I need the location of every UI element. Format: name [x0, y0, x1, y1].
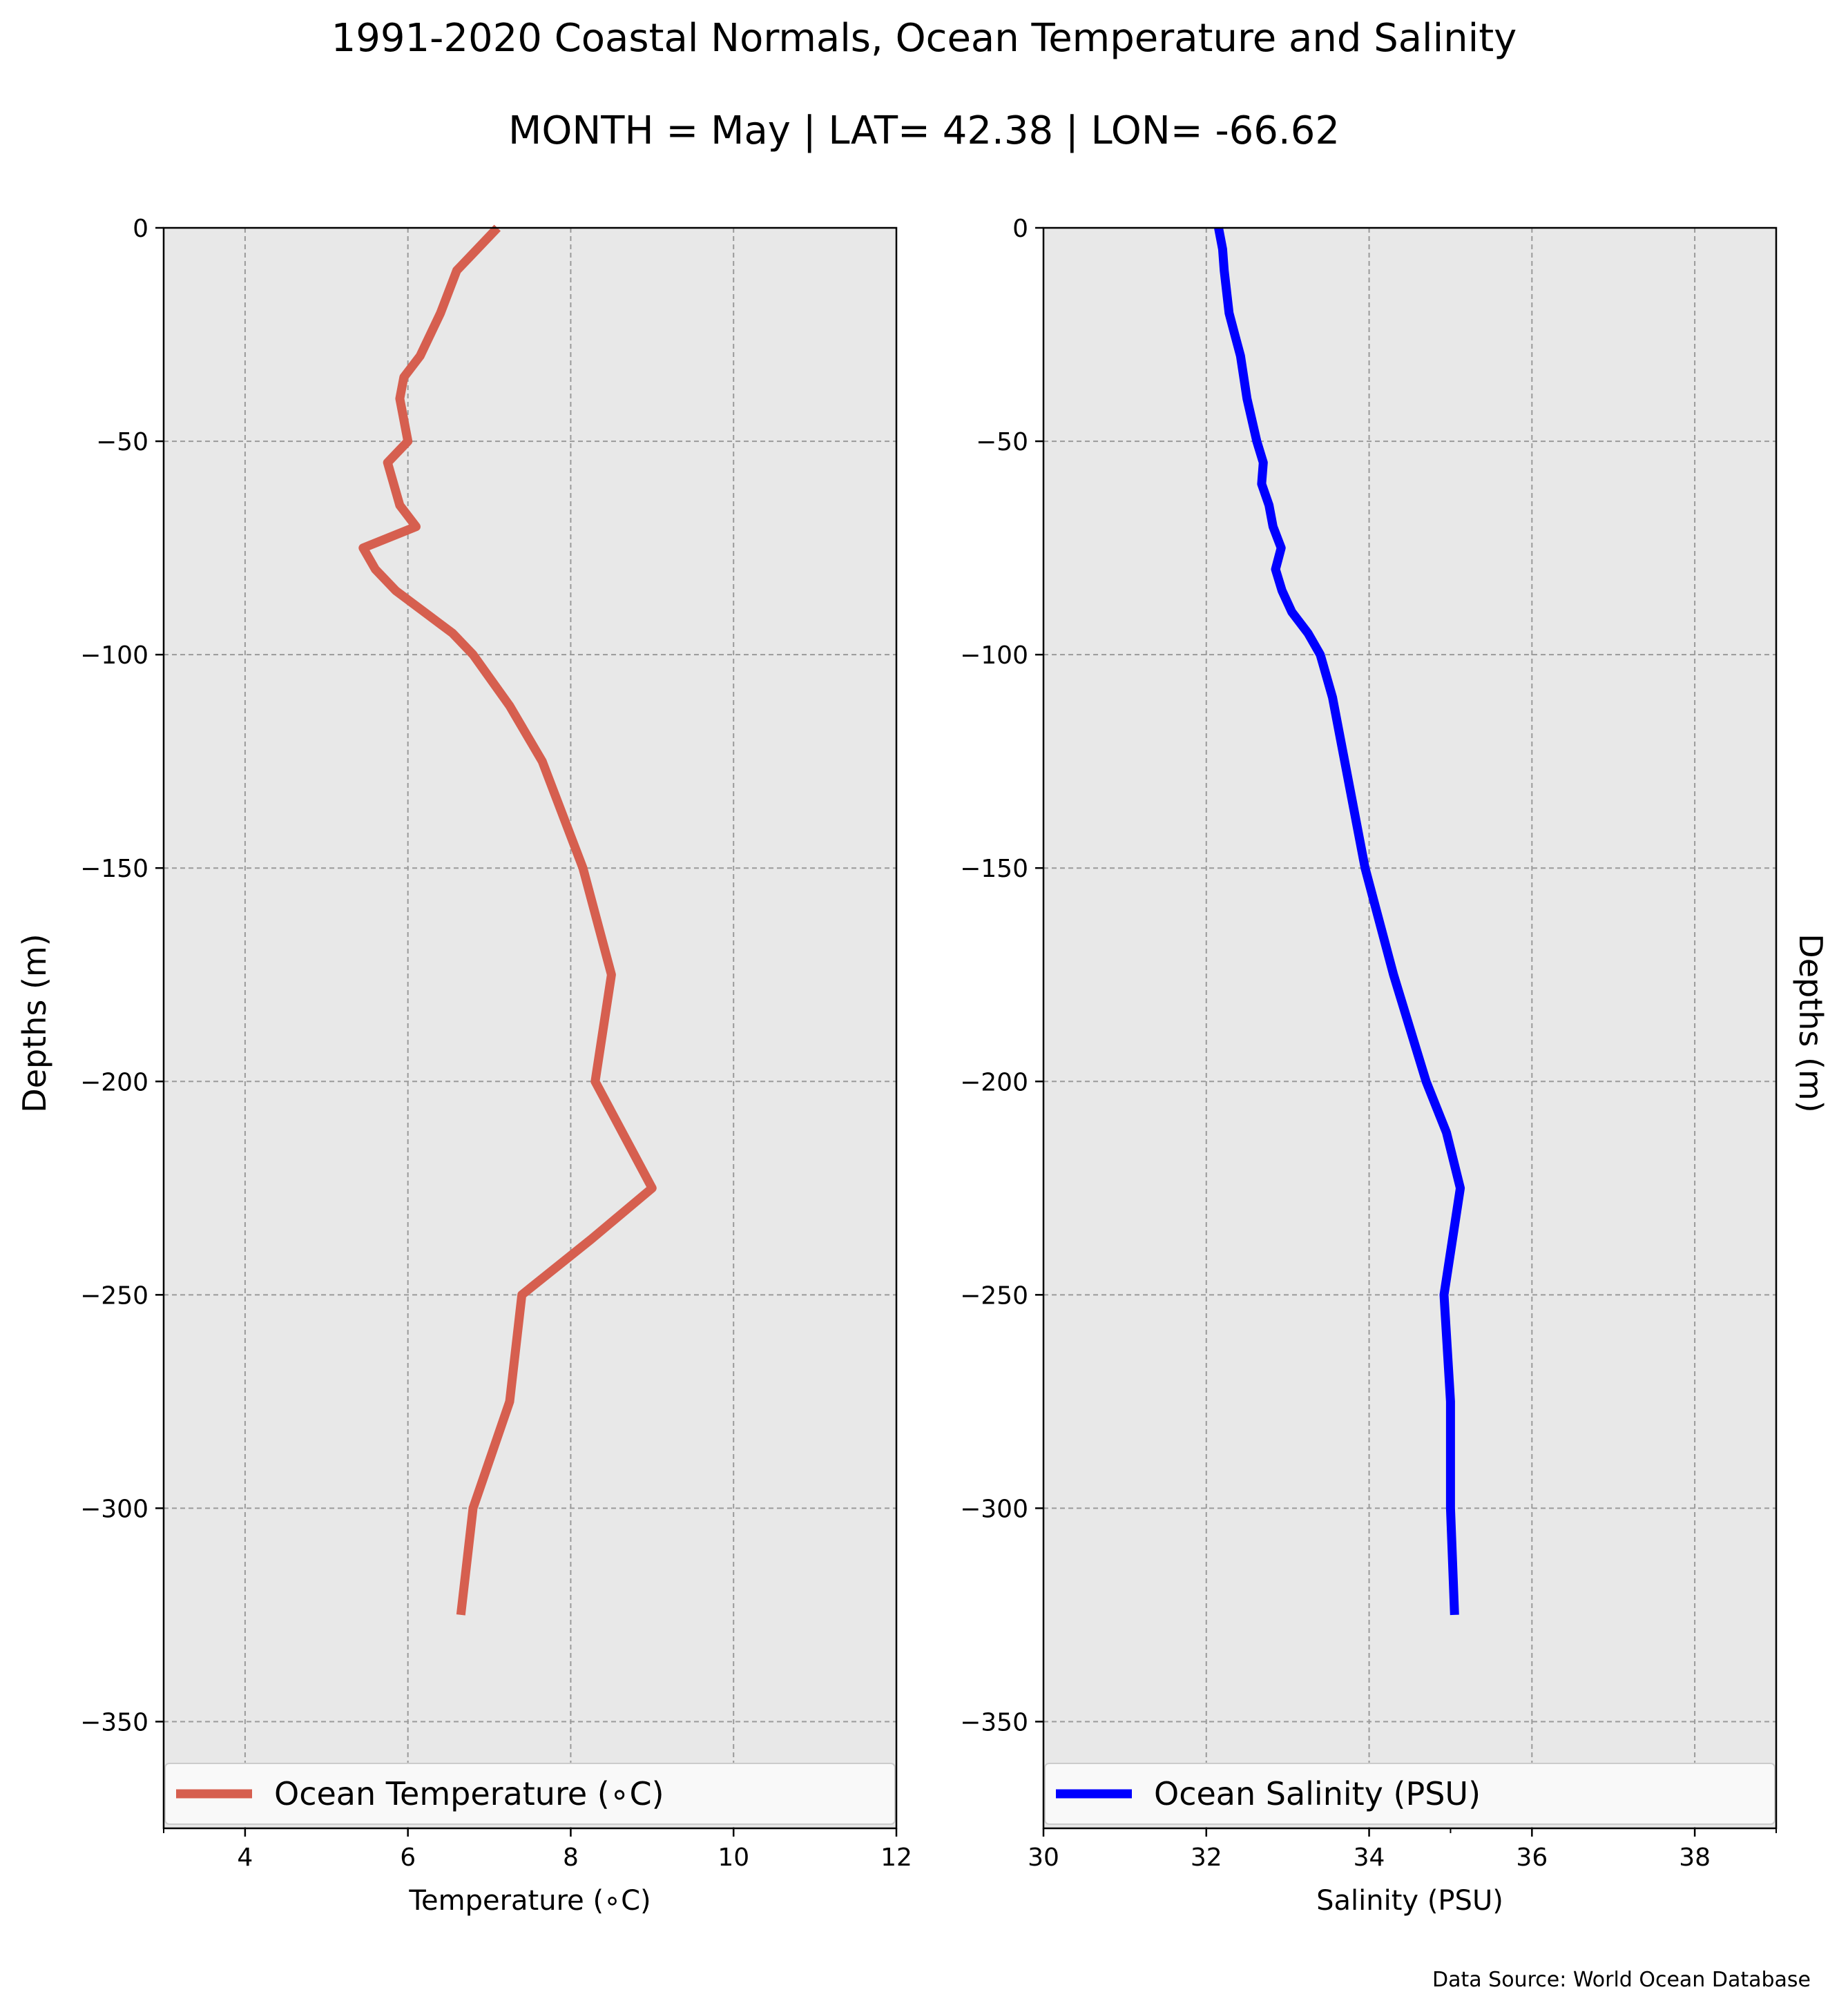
y-tick-label-6: −300	[960, 1495, 1028, 1523]
left-y-axis-label: Depths (m)	[16, 933, 53, 1112]
salinity-panel: Ocean Salinity (PSU) 30 32 34 36 38 0 −50 −100 −1…	[960, 215, 1778, 1917]
x-tick-label-4: 38	[1679, 1844, 1711, 1872]
x-tick-label-0: 4	[237, 1844, 253, 1872]
y-tick-label-0: 0	[133, 215, 148, 243]
y-tick-label-0: 0	[1012, 215, 1028, 243]
figure-subtitle: MONTH = May | LAT= 42.38 | LON= -66.62	[508, 108, 1340, 153]
axes-frame	[1042, 226, 1778, 1830]
y-tick-label-1: −50	[976, 428, 1028, 456]
x-tick-label-0: 30	[1028, 1844, 1059, 1872]
plot-background	[164, 228, 896, 1828]
y-tick-label-3: −150	[80, 855, 148, 883]
y-tick-label-4: −200	[80, 1068, 148, 1096]
data-source-note: Data Source: World Ocean Database	[1432, 1968, 1811, 1992]
x-tick-label-2: 34	[1354, 1844, 1385, 1872]
right-y-axis-label: Depths (m)	[1792, 933, 1829, 1112]
x-tick-label-3: 10	[718, 1844, 749, 1872]
y-tick-label-6: −300	[80, 1495, 148, 1523]
y-tick-label-2: −100	[80, 641, 148, 670]
x-axis-label: Salinity (PSU)	[1316, 1885, 1503, 1917]
x-tick-label-3: 36	[1516, 1844, 1548, 1872]
axes-frame	[162, 226, 898, 1830]
y-tick-label-1: −50	[96, 428, 148, 456]
legend-label-0: Ocean Salinity (PSU)	[1154, 1775, 1481, 1812]
x-tick-label-4: 12	[880, 1844, 912, 1872]
temperature-panel: Ocean Temperature (∘C) 4 6 8 10 12 0 −50 −100 −15…	[80, 215, 912, 1917]
y-tick-label-5: −250	[80, 1281, 148, 1310]
series-line-0	[358, 224, 657, 1616]
y-tick-label-4: −200	[960, 1068, 1028, 1096]
legend-box	[164, 1763, 896, 1825]
y-tick-label-7: −350	[960, 1708, 1028, 1736]
y-tick-label-3: −150	[960, 855, 1028, 883]
y-tick-label-5: −250	[960, 1281, 1028, 1310]
y-tick-label-2: −100	[960, 641, 1028, 670]
series-line-0	[1214, 226, 1465, 1616]
x-tick-label-1: 32	[1191, 1844, 1222, 1872]
x-tick-label-1: 6	[400, 1844, 416, 1872]
x-tick-label-2: 8	[563, 1844, 579, 1872]
legend-box	[1044, 1763, 1775, 1825]
figure-title: 1991-2020 Coastal Normals, Ocean Tempera…	[331, 16, 1517, 61]
legend-label-0: Ocean Temperature (∘C)	[274, 1775, 664, 1812]
x-axis-label: Temperature (∘C)	[408, 1885, 651, 1917]
y-tick-label-7: −350	[80, 1708, 148, 1736]
